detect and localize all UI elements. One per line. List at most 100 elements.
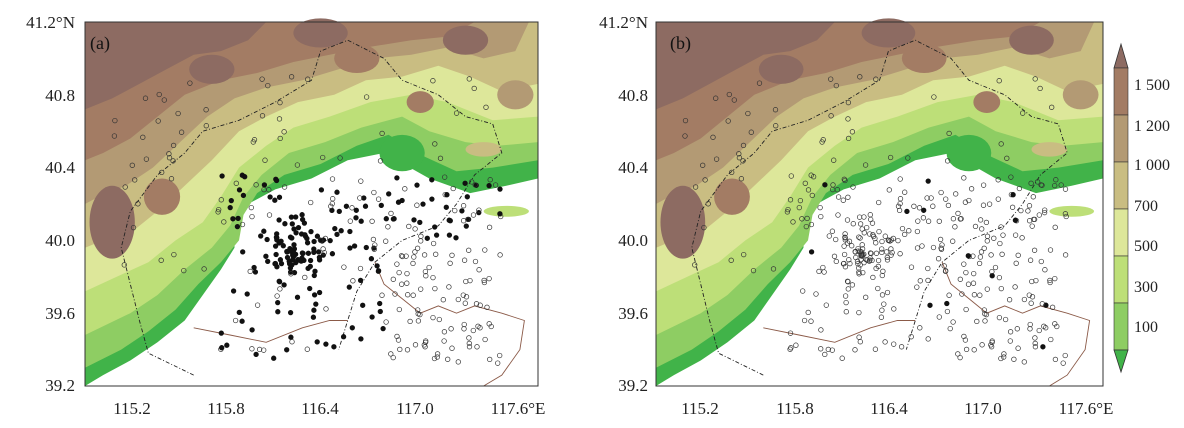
station-marker-filled: [486, 182, 492, 189]
station-marker-open: [879, 249, 885, 256]
station-marker-filled: [343, 203, 350, 209]
station-marker-open: [1026, 203, 1033, 209]
station-marker-open: [972, 223, 979, 230]
station-marker-open: [856, 269, 862, 275]
station-marker-open: [370, 236, 377, 243]
station-marker-filled: [446, 232, 453, 238]
x-tick-label: 117.0: [964, 399, 1002, 418]
station-marker-open: [834, 187, 841, 193]
station-marker-open: [473, 301, 480, 307]
station-marker-open: [406, 223, 412, 230]
station-marker-open: [156, 91, 162, 98]
station-marker-open: [822, 351, 828, 358]
station-marker-open: [924, 195, 930, 201]
station-marker-filled: [308, 228, 314, 235]
station-marker-filled: [311, 272, 317, 279]
station-marker-open: [1033, 277, 1039, 284]
station-marker-open: [986, 201, 993, 207]
station-marker-open: [804, 215, 810, 222]
station-marker-open: [842, 264, 849, 270]
station-marker-open: [276, 116, 283, 122]
station-marker-filled: [239, 318, 245, 324]
station-marker-open: [111, 133, 118, 139]
y-tick-label: 40.4: [618, 158, 648, 177]
station-marker-open: [1027, 326, 1033, 332]
station-marker-open: [995, 177, 1001, 183]
station-marker-open: [1029, 278, 1035, 285]
station-marker-open: [130, 224, 137, 231]
station-marker-open: [750, 267, 757, 274]
station-marker-open: [1052, 275, 1058, 282]
station-marker-open: [852, 249, 859, 255]
station-marker-open: [449, 252, 455, 258]
station-marker-open: [259, 76, 265, 82]
station-marker-open: [857, 74, 863, 80]
station-marker-open: [998, 141, 1004, 147]
station-marker-open: [713, 95, 719, 101]
station-marker-open: [914, 228, 921, 235]
station-marker-open: [808, 318, 814, 324]
station-marker-open: [793, 342, 799, 348]
station-marker-filled: [300, 250, 306, 257]
station-marker-open: [1032, 76, 1038, 82]
station-marker-filled: [329, 251, 336, 257]
colorbar-bands: [1113, 42, 1129, 374]
station-marker-open: [970, 280, 977, 286]
x-tick-label: 117.6°E: [491, 399, 546, 418]
station-marker-filled: [314, 339, 320, 345]
station-marker-filled: [284, 347, 290, 353]
x-tick-labels-b: 115.2 115.8 116.4 117.0 117.6°E: [681, 399, 1113, 418]
station-marker-filled: [369, 314, 375, 320]
station-marker-open: [961, 333, 967, 340]
station-marker-open: [218, 197, 224, 203]
station-marker-open: [1038, 182, 1044, 188]
station-marker-open: [876, 199, 882, 206]
station-marker-open: [277, 135, 283, 142]
map-panel-b: (b) 41.2°N 40.8 40.4 40.0 39.6 39.2 115.…: [599, 13, 1113, 418]
station-marker-open: [221, 219, 227, 225]
station-marker-open: [895, 237, 901, 244]
station-marker-open: [434, 351, 441, 357]
station-marker-open: [304, 346, 310, 352]
station-marker-open: [1026, 292, 1032, 298]
station-marker-filled: [927, 302, 933, 308]
station-marker-open: [1018, 207, 1024, 214]
station-marker-open: [713, 156, 720, 162]
station-marker-open: [830, 182, 836, 188]
station-marker-filled: [318, 187, 325, 193]
station-marker-filled: [383, 216, 389, 222]
station-marker-open: [849, 243, 855, 249]
terrain-patch: [189, 54, 235, 84]
station-marker-filled: [463, 223, 469, 229]
station-marker-open: [249, 346, 255, 352]
station-marker-open: [277, 286, 283, 292]
station-marker-open: [466, 344, 473, 350]
station-marker-open: [1049, 104, 1055, 110]
station-marker-open: [1052, 321, 1058, 327]
station-marker-open: [256, 346, 263, 353]
station-marker-open: [861, 230, 867, 236]
station-marker-open: [201, 266, 207, 272]
station-marker-open: [729, 169, 735, 176]
station-marker-open: [845, 279, 851, 285]
station-marker-open: [308, 199, 314, 206]
station-marker-open: [466, 340, 472, 347]
station-marker-open: [1042, 207, 1048, 213]
station-marker-open: [1047, 277, 1053, 284]
station-marker-open: [911, 203, 917, 209]
station-marker-open: [1029, 223, 1035, 229]
station-marker-open: [805, 187, 812, 193]
station-marker-open: [888, 252, 894, 258]
station-marker-open: [692, 262, 698, 268]
station-marker-open: [483, 104, 489, 110]
station-marker-filled: [327, 237, 333, 244]
station-marker-open: [955, 351, 961, 357]
station-marker-open: [1062, 352, 1068, 359]
station-marker-open: [971, 347, 977, 353]
station-marker-open: [825, 346, 831, 353]
station-marker-open: [1025, 208, 1031, 214]
station-marker-open: [958, 216, 964, 222]
station-marker-open: [979, 342, 985, 348]
station-marker-filled: [380, 325, 386, 332]
station-markers-b: [682, 74, 1069, 366]
